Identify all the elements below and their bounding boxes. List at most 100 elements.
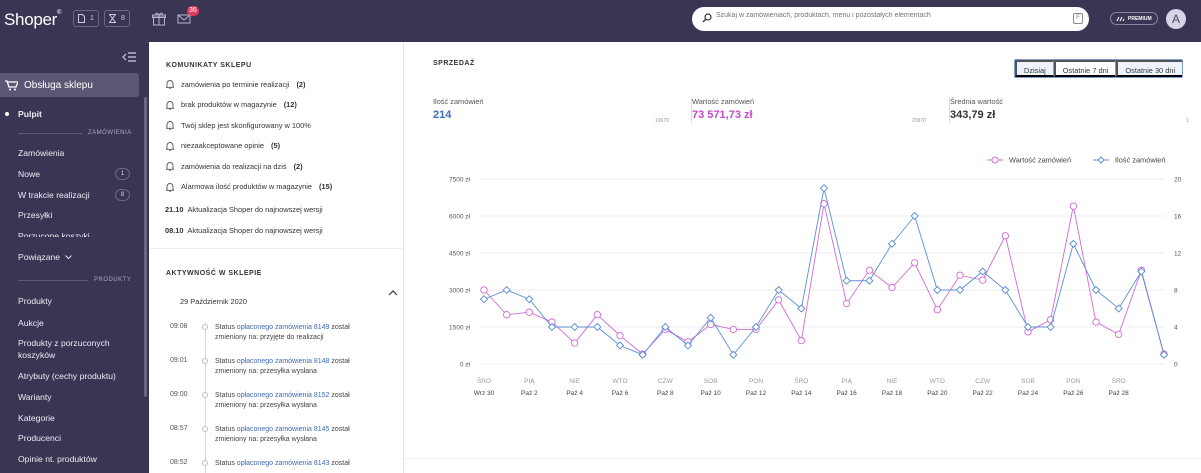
message-item[interactable]: zamówienia do realizacji na dziś (2) (166, 161, 303, 171)
gift-icon[interactable] (152, 12, 166, 26)
sidebar-item-in-progress[interactable]: W trakcie realizacji (18, 190, 90, 200)
point-order-count[interactable] (751, 322, 761, 332)
point-order-count[interactable] (547, 322, 557, 332)
point-order-value[interactable] (593, 311, 601, 319)
point-order-value[interactable] (1001, 232, 1009, 240)
point-order-value[interactable] (480, 286, 488, 294)
sidebar-item-auctions[interactable]: Aukcje (18, 318, 44, 328)
point-order-count[interactable] (661, 322, 670, 332)
point-order-count[interactable] (502, 285, 511, 295)
point-order-count[interactable] (955, 285, 965, 295)
point-order-value[interactable] (911, 259, 919, 267)
order-link[interactable]: opłaconego zamówienia 8145 (236, 426, 330, 433)
point-order-count[interactable] (1069, 239, 1078, 248)
sidebar-item-products[interactable]: Produkty (18, 296, 52, 306)
range-today-button[interactable]: Dzisiaj (1015, 60, 1054, 77)
point-order-count[interactable] (479, 295, 489, 304)
point-order-value[interactable] (843, 299, 851, 308)
sidebar-item-pulpit[interactable]: Pulpit (18, 109, 42, 119)
sidebar-item-variants[interactable]: Warianty (18, 392, 52, 402)
point-order-value[interactable] (729, 325, 737, 334)
point-order-count[interactable] (842, 276, 851, 285)
point-order-count[interactable] (819, 184, 829, 193)
legend-label-count[interactable]: Ilość zamówień (1115, 156, 1166, 165)
sidebar-item-attributes[interactable]: Atrybuty (cechy produktu) (18, 371, 116, 381)
point-order-count[interactable] (978, 267, 987, 276)
point-order-count[interactable] (525, 295, 534, 304)
point-order-value[interactable] (797, 336, 805, 345)
message-item[interactable]: niezaakceptowane opinie (5) (166, 141, 280, 151)
pending-tasks-badge[interactable]: 8 (104, 10, 130, 27)
order-link[interactable]: opłaconego zamówienia 8148 (236, 358, 330, 365)
sidebar-item-abandoned-products[interactable]: Produkty z porzuconych koszyków (18, 337, 110, 361)
range-30-days-button[interactable]: Ostatnie 30 dni (1116, 60, 1183, 77)
point-order-count[interactable] (1091, 285, 1101, 295)
point-order-value[interactable] (1115, 330, 1123, 339)
point-order-value[interactable] (1069, 202, 1077, 210)
point-order-count[interactable] (638, 350, 647, 359)
order-link[interactable]: opłaconego zamówienia 8152 (236, 392, 330, 399)
point-order-value[interactable] (979, 276, 987, 284)
message-item[interactable]: Twój sklep jest skonfigurowany w 100% (166, 120, 318, 130)
update-item[interactable]: 08.10 Aktualizacja Shoper do najnowszej w… (165, 226, 323, 235)
point-order-value[interactable] (933, 306, 941, 314)
sidebar-item-shipments[interactable]: Przesyłki (18, 210, 53, 220)
sidebar-item-producers[interactable]: Producenci (18, 433, 61, 443)
point-order-value[interactable] (1092, 318, 1100, 326)
search-box[interactable]: F (692, 7, 1089, 31)
shoper-logo[interactable]: Shoper® (4, 10, 62, 29)
point-order-count[interactable] (933, 285, 942, 295)
collapse-sidebar-icon[interactable] (122, 51, 136, 63)
point-order-count[interactable] (1001, 285, 1010, 295)
message-item[interactable]: zamówienia po terminie realizacji (2) (166, 79, 306, 89)
point-order-count[interactable] (865, 276, 874, 285)
legend-label-value[interactable]: Wartość zamówień (1009, 156, 1071, 165)
point-order-value[interactable] (525, 308, 533, 316)
point-order-count[interactable] (706, 313, 715, 322)
user-avatar[interactable]: A (1166, 9, 1186, 29)
message-item[interactable]: brak produktów w magazynie (12) (166, 100, 297, 110)
store-service-button[interactable]: Obsługa sklepu (0, 73, 139, 97)
order-link[interactable]: opłaconego zamówienia 8143 (236, 460, 330, 467)
order-link[interactable]: opłaconego zamówienia 8149 (236, 324, 330, 331)
cart-icon (5, 79, 18, 90)
message-item[interactable]: Alarmowa ilość produktów w magazynie (15) (166, 182, 332, 192)
sidebar-item-new[interactable]: Nowe (18, 169, 40, 179)
point-order-count[interactable] (1159, 350, 1169, 359)
point-order-count[interactable] (910, 211, 919, 221)
point-order-count[interactable] (683, 341, 693, 350)
point-order-count[interactable] (887, 239, 897, 248)
sidebar-item-categories[interactable]: Kategorie (18, 413, 55, 423)
range-7-days-button[interactable]: Ostatnie 7 dni (1053, 60, 1117, 77)
point-order-value[interactable] (888, 283, 896, 292)
pending-documents-badge[interactable]: 1 (73, 10, 99, 27)
sidebar-item-orders[interactable]: Zamówienia (18, 148, 65, 158)
sidebar-item-abandoned-carts[interactable]: Porzucone koszyki (18, 231, 90, 241)
point-order-count[interactable] (1023, 322, 1033, 332)
update-item[interactable]: 21.10 Aktualizacja Shoper do najnowszej w… (165, 205, 323, 214)
point-order-count[interactable] (1046, 322, 1055, 332)
mail-icon[interactable] (177, 12, 191, 26)
point-order-count[interactable] (615, 341, 625, 350)
search-input[interactable] (716, 12, 1056, 19)
sidebar-scrollbar[interactable] (144, 97, 147, 397)
point-order-count[interactable] (570, 322, 579, 332)
chevron-up-icon[interactable] (388, 288, 398, 298)
point-order-value[interactable] (571, 339, 579, 347)
point-order-count[interactable] (1114, 304, 1123, 313)
sidebar-item-reviews[interactable]: Opinie nt. produktów (18, 454, 97, 464)
sales-chart[interactable]: 0 zł 1500 zł 3000 zł 4500 zł 6000 zł 7500 zł 0… (404, 142, 1201, 452)
premium-badge[interactable]: PREMIUM (1110, 12, 1158, 25)
point-order-value[interactable] (503, 311, 511, 319)
point-order-count[interactable] (774, 285, 783, 295)
point-order-count[interactable] (593, 322, 602, 332)
sidebar-item-related[interactable]: Powiązane (18, 252, 72, 262)
point-order-count[interactable] (1137, 267, 1146, 276)
point-order-value[interactable] (616, 331, 624, 340)
point-order-value[interactable] (865, 266, 873, 274)
point-order-value[interactable] (707, 320, 715, 329)
point-order-value[interactable] (956, 271, 964, 279)
point-order-count[interactable] (729, 350, 738, 359)
point-order-count[interactable] (797, 304, 806, 313)
point-order-value[interactable] (775, 296, 783, 304)
